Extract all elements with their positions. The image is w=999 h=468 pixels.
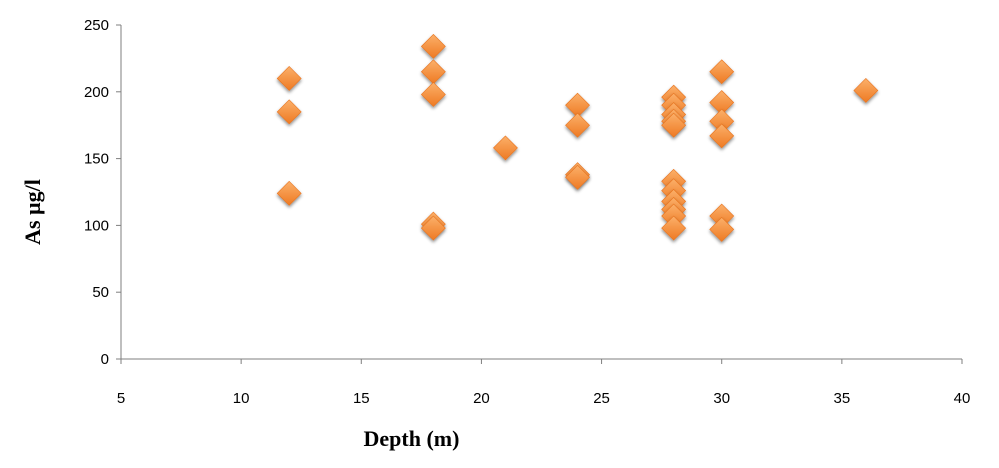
x-tick-label: 30 (713, 390, 730, 407)
data-point (420, 33, 446, 59)
data-point (661, 215, 687, 241)
data-point (420, 215, 446, 241)
data-point (276, 180, 302, 206)
data-point (420, 59, 446, 85)
x-tick-label: 10 (233, 390, 250, 407)
x-tick-label: 20 (473, 390, 490, 407)
data-point (709, 123, 735, 149)
y-tick-label: 50 (92, 284, 109, 301)
data-point (276, 99, 302, 125)
x-tick-label: 25 (593, 390, 610, 407)
data-point (420, 82, 446, 107)
y-axis-title: As µg/l (20, 179, 45, 245)
y-tick-label: 100 (84, 217, 109, 234)
y-tick-label: 250 (84, 17, 109, 34)
data-point (565, 112, 590, 138)
y-tick-label: 150 (84, 151, 109, 168)
y-axis-ticks: 0 50 100 150 200 250 (84, 17, 121, 368)
data-point (493, 135, 518, 161)
data-point (276, 66, 302, 91)
data-points (276, 33, 879, 242)
data-point (709, 59, 735, 85)
data-point (709, 216, 735, 242)
x-tick-label: 5 (117, 390, 125, 407)
y-tick-label: 200 (84, 84, 109, 101)
y-tick-label: 0 (101, 351, 109, 368)
data-point (565, 164, 590, 190)
data-point (661, 112, 687, 138)
x-axis-title: Depth (m) (364, 426, 460, 451)
x-tick-label: 40 (954, 390, 971, 407)
x-axis-ticks: 5 10 15 20 25 30 35 40 (117, 359, 971, 407)
data-point (853, 78, 879, 103)
x-tick-label: 15 (353, 390, 370, 407)
axes (120, 25, 962, 360)
x-tick-label: 35 (834, 390, 851, 407)
